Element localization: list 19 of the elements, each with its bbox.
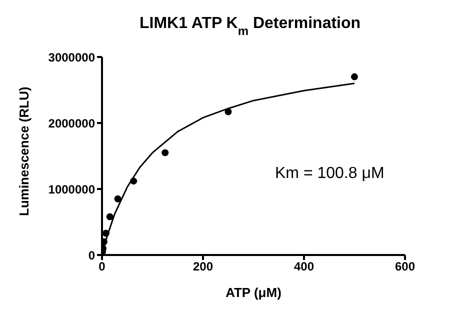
point (162, 149, 169, 156)
y-tick-label: 1000000 (48, 182, 96, 196)
point (224, 108, 232, 116)
y-tick-label: 2000000 (48, 116, 96, 130)
y-tick-label: 0 (88, 248, 96, 262)
point (130, 178, 138, 185)
x-tick-label: 600 (394, 260, 416, 274)
x-axis-title: ATP (μM) (226, 285, 282, 300)
point (351, 73, 358, 80)
chart-title: LIMK1 ATP K$_{m}$ Determination (139, 15, 361, 38)
point (114, 195, 122, 202)
x-tick-label: 0 (98, 260, 106, 274)
y-tick-label: 3000000 (48, 50, 96, 64)
y-axis-title: Luminescence (RLU) (16, 86, 32, 216)
point (102, 230, 110, 237)
x-tick-label: 400 (294, 260, 314, 274)
x-tick-label: 200 (192, 260, 214, 274)
annotation: Km = 100.8 μM (275, 165, 384, 182)
point (106, 213, 114, 220)
